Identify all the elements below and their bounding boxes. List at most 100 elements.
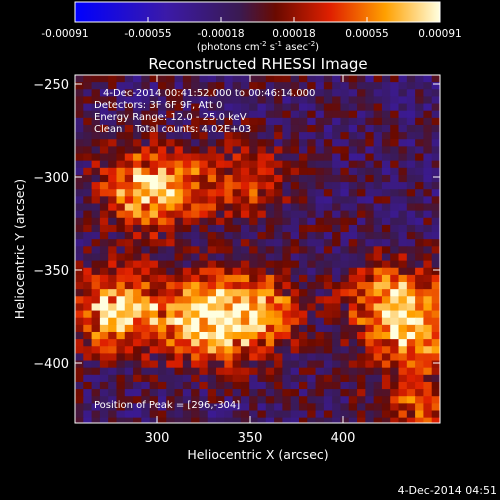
heatmap-cell <box>191 417 201 423</box>
heatmap-cell <box>373 232 383 240</box>
heatmap-cell <box>166 331 176 340</box>
heatmap-cell <box>141 103 151 112</box>
heatmap-cell <box>373 296 383 305</box>
heatmap-cell <box>83 182 93 190</box>
heatmap-cell <box>257 367 267 376</box>
heatmap-cell <box>398 360 408 369</box>
heatmap-cell <box>290 389 300 397</box>
colorbar-tick-label: 0.00091 <box>418 28 461 40</box>
heatmap-cell <box>224 274 234 283</box>
heatmap-cell <box>332 103 342 112</box>
heatmap-cell <box>390 203 400 212</box>
annotation-energy: Energy Range: 12.0 - 25.0 keV <box>94 112 247 123</box>
heatmap-cell <box>290 274 300 283</box>
heatmap-cell <box>365 410 375 419</box>
heatmap-cell <box>357 160 366 169</box>
heatmap-cell <box>406 282 416 290</box>
heatmap-cell <box>199 389 209 397</box>
heatmap-cell <box>99 289 109 297</box>
heatmap-cell <box>332 224 342 233</box>
heatmap-cell <box>332 132 342 140</box>
heatmap-cell <box>415 239 425 247</box>
heatmap-cell <box>357 282 366 290</box>
heatmap-cell <box>332 367 342 376</box>
heatmap-cell <box>274 132 283 140</box>
heatmap-cell <box>315 267 325 276</box>
heatmap-cell <box>390 289 400 297</box>
heatmap-cell <box>323 339 333 347</box>
heatmap-cell <box>357 396 366 404</box>
heatmap-cell <box>141 246 151 255</box>
heatmap-cell <box>423 75 433 83</box>
heatmap-cell <box>390 303 400 312</box>
heatmap-cell <box>315 367 325 376</box>
heatmap-cell <box>83 124 93 133</box>
heatmap-cell <box>257 346 267 354</box>
heatmap-cell <box>133 82 142 90</box>
heatmap-cell <box>357 389 366 397</box>
heatmap-cell <box>298 203 308 212</box>
heatmap-cell <box>116 146 126 155</box>
heatmap-cell <box>290 146 300 155</box>
heatmap-cell <box>357 182 366 190</box>
colorbar-unit-label: (photons cm-2 s-1 asec-2) <box>197 40 319 53</box>
heatmap-cell <box>274 324 283 333</box>
heatmap-cell <box>282 82 292 90</box>
heatmap-cell <box>108 110 118 119</box>
heatmap-cell <box>75 324 84 333</box>
heatmap-cell <box>124 374 134 383</box>
heatmap-cell <box>340 239 350 247</box>
colorbar-tick-label: 0.00055 <box>345 28 388 40</box>
heatmap-cell <box>232 353 242 362</box>
heatmap-cell <box>373 182 383 190</box>
heatmap-cell <box>83 153 93 162</box>
heatmap-cell <box>290 381 300 390</box>
heatmap-cell <box>207 403 217 412</box>
heatmap-cell <box>274 203 283 212</box>
heatmap-cell <box>75 246 84 255</box>
heatmap-cell <box>141 196 151 205</box>
heatmap-cell <box>406 182 416 190</box>
heatmap-cell <box>415 246 425 255</box>
heatmap-cell <box>282 96 292 105</box>
heatmap-cell <box>381 339 391 347</box>
heatmap-cell <box>274 182 283 190</box>
heatmap-cell <box>390 217 400 226</box>
heatmap-cell <box>274 146 283 155</box>
heatmap-cell <box>232 253 242 262</box>
heatmap-cell <box>124 246 134 255</box>
heatmap-cell <box>348 346 358 354</box>
heatmap-cell <box>216 196 225 205</box>
heatmap-cell <box>307 182 317 190</box>
heatmap-cell <box>315 132 325 140</box>
heatmap-cell <box>390 75 400 83</box>
heatmap-cell <box>274 396 283 404</box>
heatmap-cell <box>265 403 275 412</box>
heatmap-cell <box>257 339 267 347</box>
heatmap-cell <box>423 396 433 404</box>
heatmap-cell <box>415 203 425 212</box>
heatmap-cell <box>257 203 267 212</box>
heatmap-cell <box>75 146 84 155</box>
heatmap-cell <box>257 267 267 276</box>
heatmap-cell <box>381 410 391 419</box>
heatmap-cell <box>116 339 126 347</box>
heatmap-cell <box>365 267 375 276</box>
heatmap-cell <box>381 296 391 305</box>
heatmap-cell <box>257 246 267 255</box>
heatmap-cell <box>274 89 283 98</box>
heatmap-cell <box>166 246 176 255</box>
heatmap-cell <box>423 232 433 240</box>
heatmap-cell <box>91 253 101 262</box>
heatmap-cell <box>298 246 308 255</box>
heatmap-cell <box>240 160 250 169</box>
heatmap-cell <box>174 267 184 276</box>
heatmap-cell <box>75 274 84 283</box>
heatmap-cell <box>91 310 101 319</box>
heatmap-cell <box>290 331 300 340</box>
heatmap-cell <box>191 210 201 219</box>
heatmap-cell <box>415 117 425 126</box>
heatmap-cell <box>332 324 342 333</box>
heatmap-cell <box>406 160 416 169</box>
heatmap-cell <box>108 146 118 155</box>
